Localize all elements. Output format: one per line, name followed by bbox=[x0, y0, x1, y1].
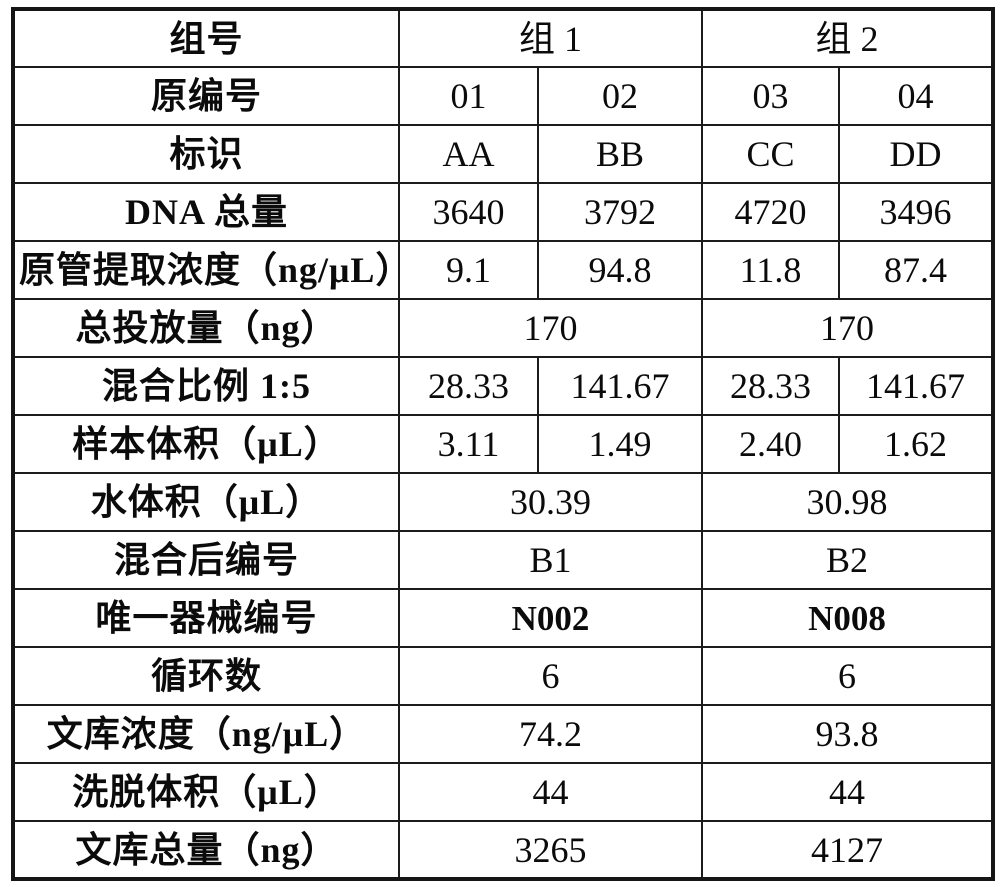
value-cell: 04 bbox=[838, 66, 995, 126]
value-cell: 28.33 bbox=[701, 356, 841, 416]
value-cell: 30.39 bbox=[397, 472, 704, 532]
value-cell: 01 bbox=[398, 66, 539, 126]
table-row: 水体积（μL） 30.39 30.98 bbox=[12, 472, 995, 532]
value-cell: 94.8 bbox=[536, 240, 704, 300]
group-header-cell: 组 1 bbox=[397, 8, 704, 68]
sample-pooling-table: 组号 组 1 组 2 原编号 01 02 03 04 标识 AA BB CC D… bbox=[11, 7, 996, 881]
row-label-cell: 原管提取浓度（ng/μL） bbox=[12, 240, 400, 300]
row-label-cell: 洗脱体积（μL） bbox=[12, 762, 400, 822]
value-cell: 170 bbox=[397, 298, 704, 358]
value-cell: 74.2 bbox=[397, 704, 704, 764]
table-row: 原编号 01 02 03 04 bbox=[12, 66, 995, 126]
value-cell: 11.8 bbox=[701, 240, 841, 300]
row-label-cell: 水体积（μL） bbox=[12, 472, 400, 532]
value-cell: 3.11 bbox=[398, 414, 539, 474]
corner-header-cell: 组号 bbox=[12, 8, 400, 68]
table-row: 唯一器械编号 N002 N008 bbox=[12, 588, 995, 648]
value-cell: 93.8 bbox=[701, 704, 995, 764]
group-header-cell: 组 2 bbox=[701, 8, 995, 68]
value-cell: 3265 bbox=[397, 820, 704, 880]
row-label-cell: 文库总量（ng） bbox=[12, 820, 400, 880]
row-label-cell: 标识 bbox=[12, 124, 400, 184]
row-label-cell: 循环数 bbox=[12, 646, 400, 706]
value-cell: N002 bbox=[397, 588, 704, 648]
value-cell: 6 bbox=[397, 646, 704, 706]
value-cell: 28.33 bbox=[398, 356, 539, 416]
value-cell: 141.67 bbox=[536, 356, 704, 416]
table-header-row: 组号 组 1 组 2 bbox=[12, 8, 995, 68]
value-cell: DD bbox=[838, 124, 995, 184]
value-cell: 3792 bbox=[536, 182, 704, 242]
value-cell: 1.62 bbox=[838, 414, 995, 474]
row-label-cell: 总投放量（ng） bbox=[12, 298, 400, 358]
value-cell: 03 bbox=[701, 66, 841, 126]
table-row: 总投放量（ng） 170 170 bbox=[12, 298, 995, 358]
value-cell: 87.4 bbox=[838, 240, 995, 300]
value-cell: 44 bbox=[701, 762, 995, 822]
value-cell: 30.98 bbox=[701, 472, 995, 532]
value-cell: 3496 bbox=[838, 182, 995, 242]
table-row: 混合比例 1:5 28.33 141.67 28.33 141.67 bbox=[12, 356, 995, 416]
row-label-cell: DNA 总量 bbox=[12, 182, 400, 242]
table-row: 样本体积（μL） 3.11 1.49 2.40 1.62 bbox=[12, 414, 995, 474]
value-cell: 02 bbox=[536, 66, 704, 126]
row-label-cell: 混合比例 1:5 bbox=[12, 356, 400, 416]
row-label-cell: 原编号 bbox=[12, 66, 400, 126]
table-row: 标识 AA BB CC DD bbox=[12, 124, 995, 184]
table-row: 文库浓度（ng/μL） 74.2 93.8 bbox=[12, 704, 995, 764]
value-cell: 6 bbox=[701, 646, 995, 706]
row-label-cell: 唯一器械编号 bbox=[12, 588, 400, 648]
value-cell: N008 bbox=[701, 588, 995, 648]
value-cell: 3640 bbox=[398, 182, 539, 242]
value-cell: 141.67 bbox=[838, 356, 995, 416]
table-row: 混合后编号 B1 B2 bbox=[12, 530, 995, 590]
row-label-cell: 混合后编号 bbox=[12, 530, 400, 590]
table-row: 原管提取浓度（ng/μL） 9.1 94.8 11.8 87.4 bbox=[12, 240, 995, 300]
table-row: 循环数 6 6 bbox=[12, 646, 995, 706]
value-cell: 4127 bbox=[701, 820, 995, 880]
row-label-cell: 样本体积（μL） bbox=[12, 414, 400, 474]
value-cell: 2.40 bbox=[701, 414, 841, 474]
table-row: 洗脱体积（μL） 44 44 bbox=[12, 762, 995, 822]
value-cell: B1 bbox=[397, 530, 704, 590]
value-cell: 170 bbox=[701, 298, 995, 358]
value-cell: 1.49 bbox=[536, 414, 704, 474]
value-cell: BB bbox=[536, 124, 704, 184]
table-row: DNA 总量 3640 3792 4720 3496 bbox=[12, 182, 995, 242]
value-cell: 4720 bbox=[701, 182, 841, 242]
table-row: 文库总量（ng） 3265 4127 bbox=[12, 820, 995, 880]
value-cell: 9.1 bbox=[398, 240, 539, 300]
row-label-cell: 文库浓度（ng/μL） bbox=[12, 704, 400, 764]
value-cell: CC bbox=[701, 124, 841, 184]
value-cell: AA bbox=[398, 124, 539, 184]
value-cell: B2 bbox=[701, 530, 995, 590]
value-cell: 44 bbox=[397, 762, 704, 822]
